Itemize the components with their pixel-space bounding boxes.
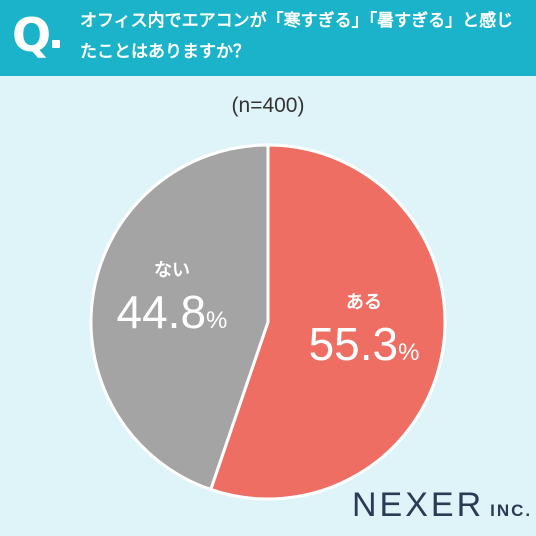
q-dot — [52, 40, 60, 48]
pie-slice-no — [89, 143, 270, 492]
question-header: Q オフィス内でエアコンが「寒すぎる」「暑すぎる」と感じたことはありますか？ — [0, 0, 536, 76]
q-label: Q — [12, 8, 52, 62]
logo-main: NEXER — [352, 486, 485, 524]
slice-value-label: 44.8% — [117, 286, 228, 338]
slice-value-label: 55.3% — [309, 318, 420, 370]
nexer-logo: NEXER INC. — [352, 486, 532, 525]
slice-category-label: ある — [346, 292, 382, 313]
question-text: オフィス内でエアコンが「寒すぎる」「暑すぎる」と感じたことはありますか？ — [80, 11, 514, 62]
logo-sub: INC. — [490, 501, 533, 520]
sample-size: (n=400) — [231, 94, 305, 117]
slice-category-label: ない — [154, 260, 190, 281]
